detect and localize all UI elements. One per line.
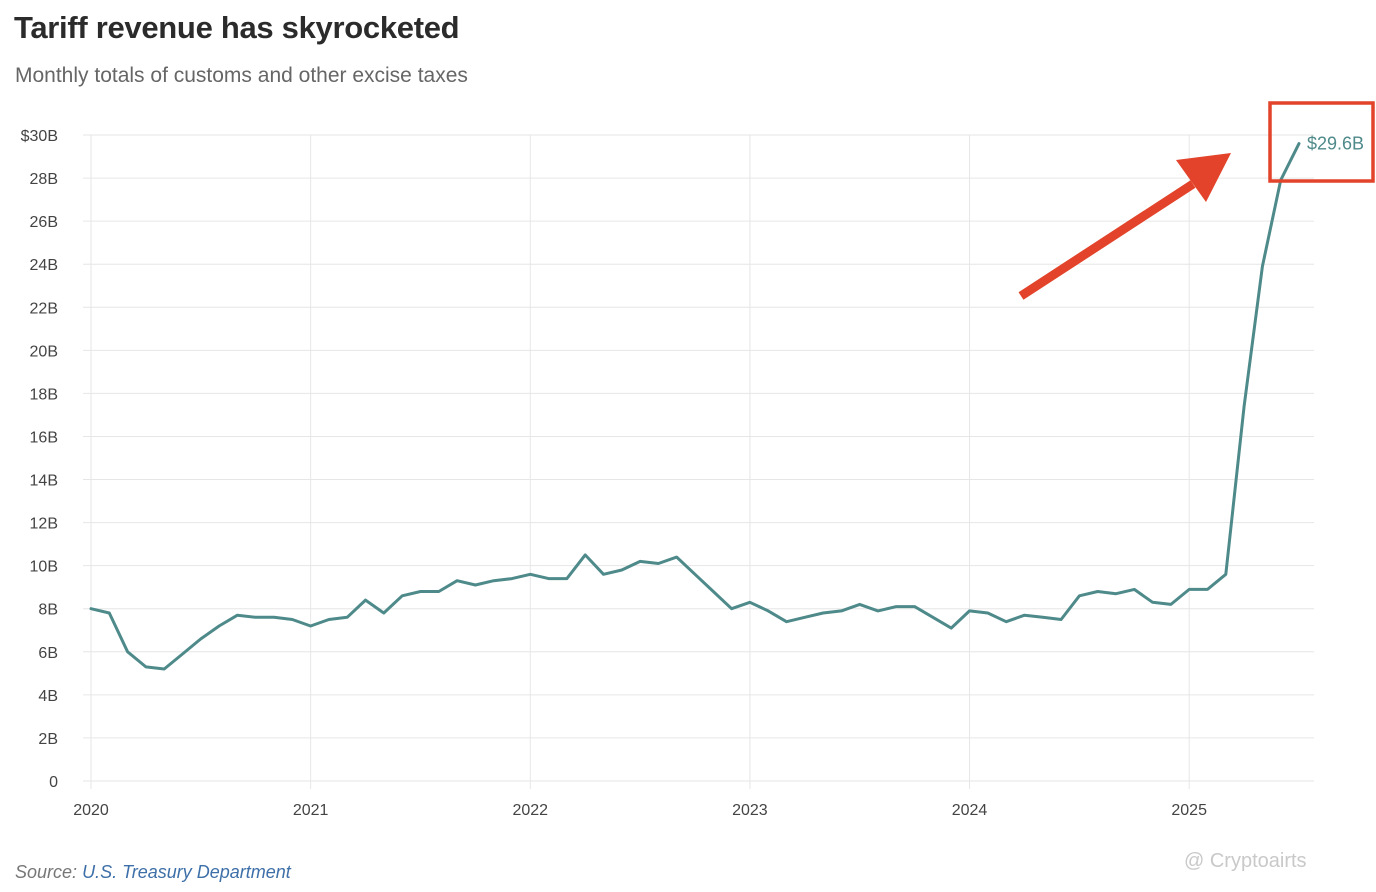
y-tick-label: 22B bbox=[30, 300, 58, 317]
y-tick-label: 10B bbox=[30, 559, 58, 576]
y-tick-label: $30B bbox=[21, 128, 58, 145]
y-tick-label: 26B bbox=[30, 214, 58, 231]
arrow-shaft bbox=[1018, 180, 1196, 300]
x-tick-label: 2021 bbox=[293, 802, 329, 819]
last-value-label: $29.6B bbox=[1307, 134, 1364, 154]
y-tick-label: 18B bbox=[30, 386, 58, 403]
highlight-box bbox=[1268, 101, 1375, 183]
y-tick-label: 24B bbox=[30, 257, 58, 274]
x-tick-label: 2023 bbox=[732, 802, 768, 819]
red-arrow-annotation bbox=[1018, 153, 1231, 300]
x-tick-label: 2020 bbox=[73, 802, 109, 819]
x-tick-label: 2025 bbox=[1171, 802, 1207, 819]
arrow-head bbox=[1176, 153, 1231, 202]
chart-title: Tariff revenue has skyrocketed bbox=[14, 10, 460, 45]
source-link[interactable]: U.S. Treasury Department bbox=[82, 862, 291, 882]
y-tick-label: 0 bbox=[49, 774, 58, 791]
y-tick-label: 28B bbox=[30, 171, 58, 188]
y-tick-labels: 0 2B 4B 6B 8B 10B 12B 14B 16B 18B 20B 22B 24B 26B 28B $… bbox=[21, 128, 58, 791]
y-tick-label: 2B bbox=[38, 731, 58, 748]
x-tick-label: 2024 bbox=[952, 802, 988, 819]
x-tick-labels: 2020 2021 2022 2023 2024 2025 bbox=[73, 802, 1207, 819]
y-tick-label: 20B bbox=[30, 343, 58, 360]
x-gridlines bbox=[90, 135, 1190, 789]
x-tick-label: 2022 bbox=[512, 802, 548, 819]
y-tick-label: 6B bbox=[38, 645, 58, 662]
y-tick-label: 12B bbox=[30, 516, 58, 533]
y-tick-label: 14B bbox=[30, 473, 58, 490]
y-tick-label: 4B bbox=[38, 688, 58, 705]
y-tick-label: 16B bbox=[30, 429, 58, 446]
watermark: @ Cryptoairts bbox=[1184, 850, 1307, 872]
y-tick-label: 8B bbox=[38, 602, 58, 619]
source-note: Source: U.S. Treasury Department bbox=[15, 862, 291, 883]
source-label: Source: bbox=[15, 862, 78, 882]
chart-subtitle: Monthly totals of customs and other exci… bbox=[15, 64, 468, 87]
y-gridlines bbox=[83, 134, 1314, 782]
series-line bbox=[89, 142, 1301, 671]
